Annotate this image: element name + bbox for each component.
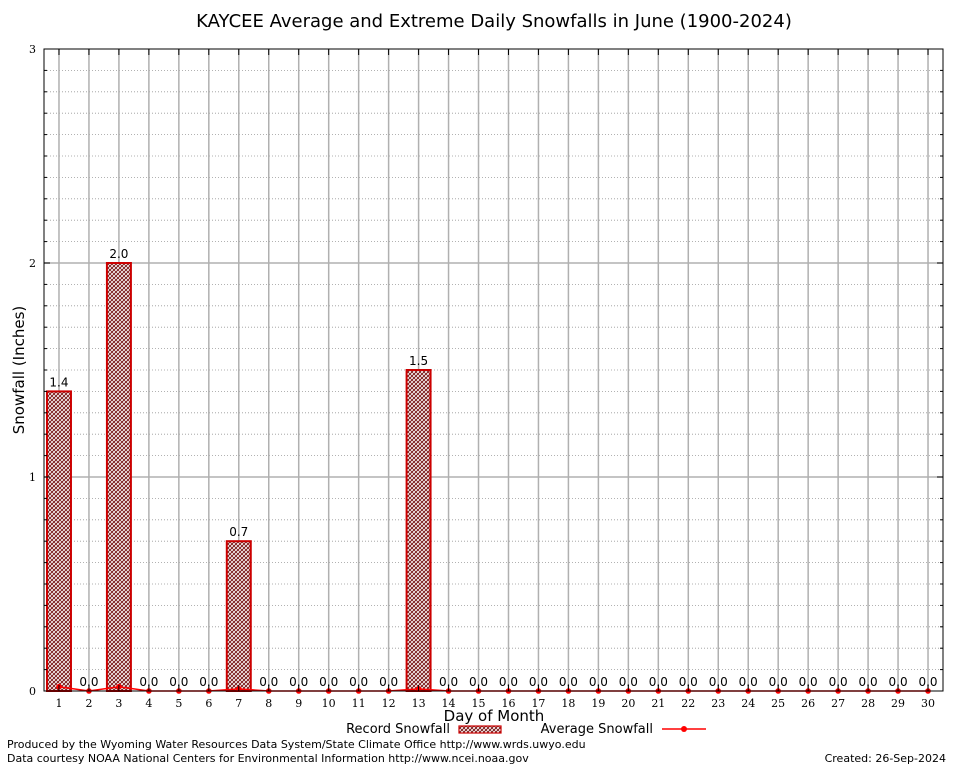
y-axis-label: Snowfall (Inches) [10, 306, 28, 434]
x-tick-label: 28 [861, 697, 875, 710]
x-tick-label: 12 [382, 697, 396, 710]
x-tick-label: 1 [55, 697, 62, 710]
value-label-day-14: 0.0 [439, 675, 458, 689]
x-tick-label: 30 [921, 697, 935, 710]
y-tick-label: 3 [29, 43, 36, 56]
value-label-day-19: 0.0 [589, 675, 608, 689]
x-tick-label: 21 [651, 697, 665, 710]
x-tick-label: 22 [681, 697, 695, 710]
value-label-day-8: 0.0 [259, 675, 278, 689]
value-label-day-7: 0.7 [229, 525, 248, 539]
legend: Record Snowfall Average Snowfall [346, 722, 706, 737]
record-bar-day-3 [105, 262, 132, 692]
value-label-day-16: 0.0 [499, 675, 518, 689]
grid [44, 49, 943, 691]
footer-created-date: Created: 26-Sep-2024 [824, 752, 946, 765]
legend-record-swatch [458, 725, 502, 734]
value-label-day-27: 0.0 [829, 675, 848, 689]
y-tick-label: 1 [29, 471, 36, 484]
legend-average-marker [681, 726, 687, 732]
x-tick-label: 8 [265, 697, 272, 710]
value-label-day-11: 0.0 [349, 675, 368, 689]
x-tick-label: 29 [891, 697, 905, 710]
value-label-day-23: 0.0 [709, 675, 728, 689]
value-label-day-9: 0.0 [289, 675, 308, 689]
value-label-day-10: 0.0 [319, 675, 338, 689]
footer-data-source: Data courtesy NOAA National Centers for … [7, 752, 529, 765]
x-tick-label: 27 [831, 697, 845, 710]
value-label-day-29: 0.0 [889, 675, 908, 689]
x-tick-label: 25 [771, 697, 785, 710]
record-bar-day-7 [225, 540, 252, 693]
chart-title: KAYCEE Average and Extreme Daily Snowfal… [196, 11, 792, 32]
value-labels: 1.4 0.0 2.0 0.0 0.0 0.0 0.7 0.0 0.0 0.0 0.0 0.0 1.5 0… [49, 247, 937, 689]
value-label-day-21: 0.0 [649, 675, 668, 689]
axis-ticks: 1 2 3 4 5 6 7 8 9 10 11 12 13 14 15 16 17 18 19 20 21 22 23 24 2… [29, 43, 943, 710]
x-tick-label: 15 [472, 697, 486, 710]
legend-record-label: Record Snowfall [346, 722, 450, 737]
x-tick-label: 10 [322, 697, 336, 710]
value-label-day-26: 0.0 [799, 675, 818, 689]
value-label-day-2: 0.0 [79, 675, 98, 689]
value-label-day-22: 0.0 [679, 675, 698, 689]
x-axis-label: Day of Month [444, 707, 545, 725]
x-tick-label: 19 [591, 697, 605, 710]
x-tick-label: 9 [295, 697, 302, 710]
x-tick-label: 13 [412, 697, 426, 710]
x-tick-label: 7 [235, 697, 242, 710]
record-bar-day-13 [405, 369, 432, 692]
value-label-day-18: 0.0 [559, 675, 578, 689]
x-tick-label: 17 [531, 697, 545, 710]
value-label-day-4: 0.0 [139, 675, 158, 689]
value-label-day-20: 0.0 [619, 675, 638, 689]
record-bar-day-1 [45, 390, 72, 692]
x-tick-label: 20 [621, 697, 635, 710]
value-label-day-1: 1.4 [49, 375, 68, 389]
x-tick-label: 18 [561, 697, 575, 710]
value-label-day-13: 1.5 [409, 354, 428, 368]
x-tick-label: 14 [442, 697, 456, 710]
x-tick-label: 2 [85, 697, 92, 710]
value-label-day-3: 2.0 [109, 247, 128, 261]
value-label-day-24: 0.0 [739, 675, 758, 689]
x-tick-label: 6 [205, 697, 212, 710]
x-tick-label: 5 [175, 697, 182, 710]
value-label-day-25: 0.0 [769, 675, 788, 689]
value-label-day-5: 0.0 [169, 675, 188, 689]
value-label-day-17: 0.0 [529, 675, 548, 689]
value-label-day-15: 0.0 [469, 675, 488, 689]
value-label-day-12: 0.0 [379, 675, 398, 689]
y-tick-label: 2 [29, 257, 36, 270]
x-tick-label: 26 [801, 697, 815, 710]
x-tick-label: 24 [741, 697, 755, 710]
value-label-day-30: 0.0 [918, 675, 937, 689]
x-tick-label: 16 [501, 697, 515, 710]
x-tick-label: 3 [115, 697, 122, 710]
value-label-day-28: 0.0 [859, 675, 878, 689]
value-label-day-6: 0.0 [199, 675, 218, 689]
x-tick-label: 11 [352, 697, 366, 710]
x-tick-label: 4 [145, 697, 152, 710]
footer-producer: Produced by the Wyoming Water Resources … [7, 738, 586, 751]
x-tick-label: 23 [711, 697, 725, 710]
legend-average-label: Average Snowfall [541, 722, 653, 737]
y-tick-label: 0 [29, 685, 36, 698]
